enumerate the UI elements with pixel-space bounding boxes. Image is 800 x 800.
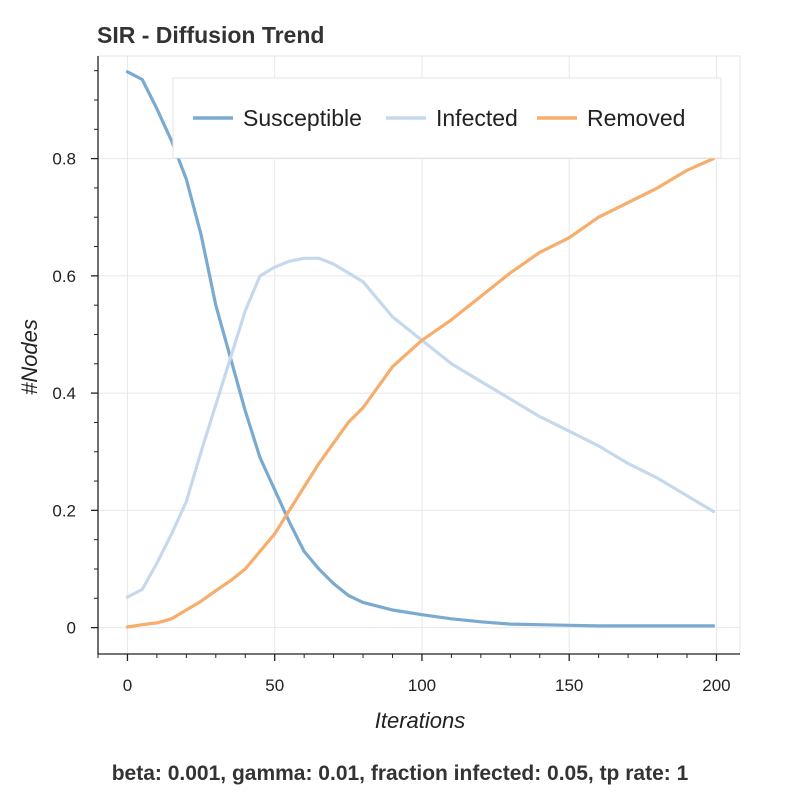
series-lines	[125, 70, 716, 629]
legend-label-removed: Removed	[587, 105, 685, 131]
y-tick-label: 0.6	[52, 267, 76, 286]
legend-label-infected: Infected	[436, 105, 518, 131]
x-tick-label: 200	[702, 676, 730, 695]
y-tick-label: 0	[67, 619, 76, 638]
series-line-removed	[125, 157, 716, 629]
parameters-caption: beta: 0.001, gamma: 0.01, fraction infec…	[111, 762, 689, 785]
y-tick-label: 0.8	[52, 150, 76, 169]
legend-box	[172, 77, 722, 159]
y-tick-label: 0.2	[52, 501, 76, 520]
series-line-susceptible	[125, 70, 716, 628]
axes: 0 50 100 150 200 0 0.2 0.4 0.6 0.8	[52, 56, 740, 695]
chart-title: SIR - Diffusion Trend	[97, 22, 324, 48]
x-tick-label: 0	[123, 676, 132, 695]
x-tick-label: 100	[408, 676, 436, 695]
x-tick-label: 50	[265, 676, 284, 695]
legend: Susceptible Infected Removed	[172, 77, 722, 159]
y-tick-label: 0.4	[52, 384, 76, 403]
x-axis-label: Iterations	[375, 708, 466, 733]
legend-label-susceptible: Susceptible	[243, 105, 362, 131]
series-line-infected	[125, 256, 716, 599]
x-tick-label: 150	[555, 676, 583, 695]
y-axis-label: #Nodes	[17, 319, 42, 395]
